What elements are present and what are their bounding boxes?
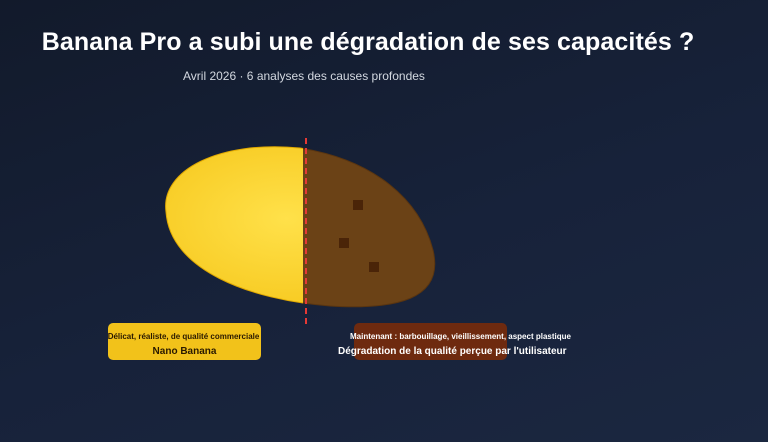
- page-title: Banana Pro a subi une dégradation de ses…: [0, 28, 768, 57]
- page-title-text: Banana Pro a subi une dégradation de ses…: [41, 28, 695, 56]
- before-label: Délicat, réaliste, de qualité commercial…: [108, 323, 261, 360]
- degraded-banana-half: [303, 148, 436, 308]
- after-caption: Maintenant : barbouillage, vieillissemen…: [350, 332, 571, 341]
- after-name: Dégradation de la qualité perçue par l'u…: [338, 346, 567, 357]
- before-name: Nano Banana: [152, 346, 217, 357]
- page-subtitle: Avril 2026 · 6 analyses des causes profo…: [183, 69, 425, 83]
- before-caption: Délicat, réaliste, de qualité commercial…: [107, 332, 260, 341]
- rot-spot: [369, 262, 379, 272]
- rot-spot: [339, 238, 349, 248]
- after-label: Maintenant : barbouillage, vieillissemen…: [338, 323, 571, 360]
- fresh-banana-half: [165, 146, 303, 304]
- rot-spot: [353, 200, 363, 210]
